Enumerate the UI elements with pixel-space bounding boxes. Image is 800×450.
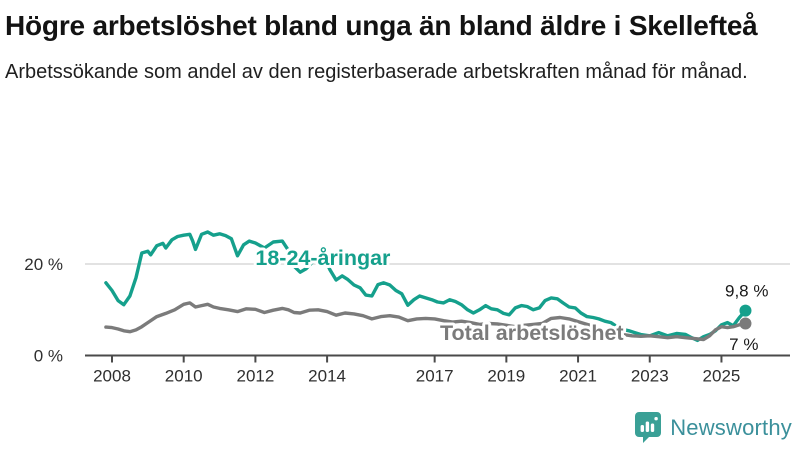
y-axis-label: 0 %: [34, 347, 63, 366]
chart-subtitle: Arbetssökande som andel av den registerb…: [5, 60, 748, 83]
series-line-total: [104, 301, 748, 342]
x-axis-label: 2021: [559, 367, 597, 386]
chart-title: Högre arbetslöshet bland unga än bland ä…: [5, 10, 758, 41]
newsworthy-logo: Newsworthy: [635, 412, 792, 444]
newsworthy-logo-text: Newsworthy: [670, 415, 792, 440]
x-axis-label: 2017: [416, 367, 454, 386]
newsworthy-logo-icon: [635, 412, 662, 443]
chart-svg: 0 % 20 % 18-24-åringar Total arbetslöshet 20…: [24, 230, 790, 386]
x-axis-label: 2008: [93, 367, 131, 386]
x-axis-label: 2014: [308, 367, 346, 386]
x-axis-label: 2023: [631, 367, 669, 386]
y-axis-label: 20 %: [24, 255, 63, 274]
x-axis-label: 2012: [236, 367, 274, 386]
end-dot-youth: [739, 304, 752, 317]
series-label-total: Total arbetslöshet: [440, 321, 624, 345]
x-axis-label: 2010: [165, 367, 203, 386]
end-dot-total: [739, 317, 752, 330]
series-label-youth: 18-24-åringar: [255, 246, 391, 270]
x-axis-label: 2019: [487, 367, 525, 386]
end-value-total: 7 %: [729, 335, 758, 354]
x-axis-label: 2025: [703, 367, 741, 386]
end-value-youth: 9,8 %: [725, 282, 768, 301]
series-line-youth: [104, 230, 748, 343]
